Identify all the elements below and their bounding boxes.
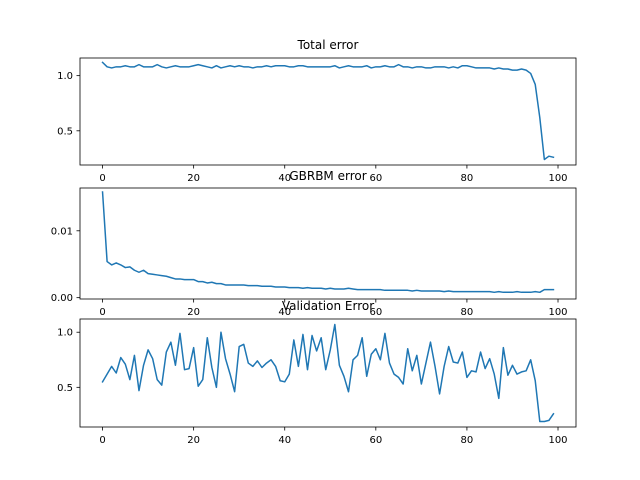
x-tick-label: 20 [187,173,200,184]
chart-title-validation-error: Validation Error [282,299,374,313]
ticks-validation-error: 0 20 40 60 80 100 0.5 1.0 [57,328,567,446]
x-tick-label: 40 [278,435,291,446]
chart-title-total-error: Total error [297,38,359,52]
x-tick-label: 0 [99,307,105,318]
x-tick-label: 100 [548,307,567,318]
ticks-total-error: 0 20 40 60 80 100 0.5 1.0 [57,71,567,184]
x-tick-label: 80 [461,435,474,446]
y-tick-label: 0.01 [51,226,73,237]
axes-frame-total-error [79,57,577,166]
x-tick-label: 80 [461,307,474,318]
x-tick-label: 40 [278,307,291,318]
y-tick-label: 0.5 [57,126,73,137]
chart-title-gbrbm-error: GBRBM error [289,169,366,183]
x-tick-label: 100 [548,173,567,184]
plot-area-gbrbm-error [101,191,555,294]
x-tick-label: 60 [369,435,382,446]
axes-frame-gbrbm-error [79,187,577,300]
x-tick-label: 60 [369,173,382,184]
x-tick-label: 60 [369,307,382,318]
y-tick-label: 0.5 [57,383,73,394]
y-tick-label: 1.0 [57,71,73,82]
plot-area-total-error [101,61,555,161]
x-tick-label: 0 [99,435,105,446]
x-tick-label: 100 [548,435,567,446]
x-tick-label: 20 [187,435,200,446]
chart-total-error: Total error 0 20 40 60 80 100 0.5 1.0 [57,38,577,184]
y-tick-label: 0.00 [51,293,73,304]
plot-area-validation-error [101,323,555,423]
series-line-total-error-0 [101,61,555,161]
chart-gbrbm-error: GBRBM error 0 20 40 60 80 100 0.00 0.01 [51,169,577,318]
series-line-gbrbm-error-0 [101,191,555,294]
series-line-validation-error-0 [101,323,555,423]
x-tick-label: 0 [99,173,105,184]
y-tick-label: 1.0 [57,328,73,339]
axes-frame-validation-error [79,318,577,428]
chart-validation-error: Validation Error 0 20 40 60 80 100 0.5 1.0 [57,299,577,446]
x-tick-label: 40 [278,173,291,184]
x-tick-label: 80 [461,173,474,184]
x-tick-label: 20 [187,307,200,318]
ticks-gbrbm-error: 0 20 40 60 80 100 0.00 0.01 [51,226,568,318]
